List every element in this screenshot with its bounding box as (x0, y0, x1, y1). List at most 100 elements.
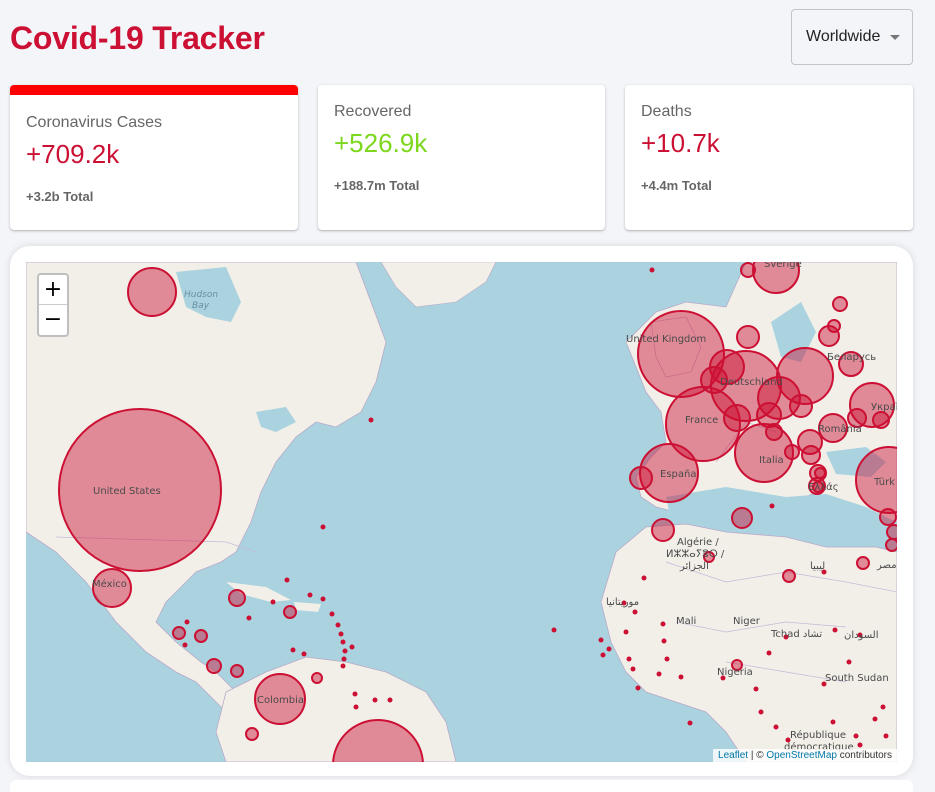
dot-trinidad[interactable] (340, 663, 346, 669)
circle-switzerland[interactable] (723, 404, 751, 432)
circle-dominican-republic[interactable] (283, 605, 297, 619)
circle-morocco[interactable] (651, 518, 675, 542)
dot-benin[interactable] (720, 675, 726, 681)
dot-antigua[interactable] (329, 611, 335, 617)
circle-mexico[interactable] (92, 568, 132, 608)
circle-venezuela[interactable] (311, 672, 323, 684)
circle-canada[interactable] (127, 267, 177, 317)
dot-curacao[interactable] (301, 651, 307, 657)
dot-niger-south[interactable] (783, 634, 789, 640)
dot-gabon[interactable] (758, 709, 764, 715)
zoom-out-button[interactable]: − (43, 307, 63, 332)
osm-link[interactable]: OpenStreetMap (766, 750, 837, 761)
leaflet-link[interactable]: Leaflet (718, 750, 749, 761)
circle-moldova[interactable] (847, 408, 867, 428)
dot-malta[interactable] (769, 503, 775, 509)
dot-burkina[interactable] (656, 671, 662, 677)
dot-mali[interactable] (660, 621, 666, 627)
dot-kenya[interactable] (883, 733, 889, 739)
dot-mali-west[interactable] (626, 656, 632, 662)
dot-barbados[interactable] (349, 644, 355, 650)
circle-norway[interactable] (740, 262, 756, 278)
dot-haiti[interactable] (270, 599, 276, 605)
circle-spain[interactable] (639, 443, 699, 503)
dot-nigeria-east[interactable] (766, 650, 772, 656)
circle-algeria[interactable] (703, 551, 715, 563)
dot-guinea-bissau[interactable] (600, 652, 606, 658)
recovered-card[interactable]: Recovered +526.9k +188.7m Total (318, 85, 605, 230)
dot-cape-verde[interactable] (551, 627, 557, 633)
circle-ukraine[interactable] (849, 382, 895, 428)
circle-poland[interactable] (776, 347, 834, 405)
circle-denmark[interactable] (736, 325, 760, 349)
zoom-in-button[interactable]: + (39, 275, 67, 305)
circle-turkey[interactable] (855, 446, 897, 514)
dot-mali-south[interactable] (661, 638, 667, 644)
dot-rwanda[interactable] (853, 733, 859, 739)
circle-cuba[interactable] (228, 589, 246, 607)
circle-egypt[interactable] (856, 556, 870, 570)
circle-israel[interactable] (885, 538, 897, 552)
country-select[interactable]: Worldwide (791, 9, 913, 65)
dot-aruba[interactable] (290, 647, 296, 653)
circle-sweden[interactable] (752, 262, 800, 294)
circle-costa-rica[interactable] (206, 658, 222, 674)
circle-portugal[interactable] (629, 466, 653, 490)
dot-martinique[interactable] (340, 639, 346, 645)
dot-burundi[interactable] (857, 742, 863, 748)
cases-card[interactable]: Coronavirus Cases +709.2k +3.2b Total (10, 85, 298, 230)
circle-serbia[interactable] (801, 445, 821, 465)
circle-austria[interactable] (756, 402, 782, 428)
circle-libya[interactable] (782, 569, 796, 583)
circle-albania[interactable] (812, 481, 824, 493)
circle-lebanon[interactable] (879, 508, 897, 526)
dot-ghana[interactable] (678, 674, 684, 680)
circle-nigeria[interactable] (731, 659, 743, 671)
dot-venezuela-east[interactable] (352, 691, 358, 697)
dot-senegal[interactable] (598, 637, 604, 643)
dot-libya-east[interactable] (821, 569, 827, 575)
dot-dominica[interactable] (338, 631, 344, 637)
dot-uganda[interactable] (872, 716, 878, 722)
dot-guadeloupe[interactable] (335, 622, 341, 628)
circle-russia-west[interactable] (872, 411, 890, 429)
circle-colombia[interactable] (254, 673, 306, 725)
dot-sao-tome[interactable] (687, 720, 693, 726)
dot-sierra-leone[interactable] (635, 685, 641, 691)
dot-st-lucia[interactable] (342, 648, 348, 654)
circle-honduras[interactable] (194, 629, 208, 643)
dot-ethiopia-west[interactable] (880, 704, 886, 710)
dot-ivory-coast[interactable] (664, 656, 670, 662)
dot-el-salvador[interactable] (182, 642, 188, 648)
circle-north-macedonia[interactable] (814, 467, 826, 479)
circle-panama[interactable] (230, 664, 244, 678)
world-map[interactable]: + − (26, 262, 897, 762)
dot-sudan-south[interactable] (846, 659, 852, 665)
dot-congo[interactable] (773, 724, 779, 730)
dot-grenada[interactable] (341, 656, 347, 662)
dot-guinea[interactable] (630, 666, 636, 672)
circle-belgium[interactable] (700, 366, 728, 394)
dot-western-sahara[interactable] (641, 575, 647, 581)
dot-atlantic[interactable] (320, 524, 326, 530)
dot-jamaica[interactable] (246, 615, 252, 621)
circle-guatemala[interactable] (172, 626, 186, 640)
dot-bahamas[interactable] (284, 577, 290, 583)
dot-car[interactable] (821, 681, 827, 687)
dot-brazil-north[interactable] (353, 704, 359, 710)
circle-latvia[interactable] (832, 296, 848, 312)
circle-slovenia[interactable] (765, 423, 783, 441)
dot-drc-east[interactable] (830, 719, 836, 725)
circle-romania[interactable] (818, 413, 848, 443)
dot-mauritania-dot[interactable] (632, 609, 638, 615)
dot-iceland[interactable] (649, 267, 655, 273)
circle-slovakia[interactable] (789, 394, 813, 418)
dot-mali-dot[interactable] (623, 629, 629, 635)
dot-cameroon-west[interactable] (753, 686, 759, 692)
deaths-card[interactable]: Deaths +10.7k +4.4m Total (625, 85, 913, 230)
dot-drc-west[interactable] (785, 737, 791, 743)
dot-sudan[interactable] (857, 632, 863, 638)
dot-bermuda[interactable] (368, 417, 374, 423)
circle-united-states[interactable] (58, 408, 222, 572)
circle-cyprus[interactable] (886, 524, 897, 540)
